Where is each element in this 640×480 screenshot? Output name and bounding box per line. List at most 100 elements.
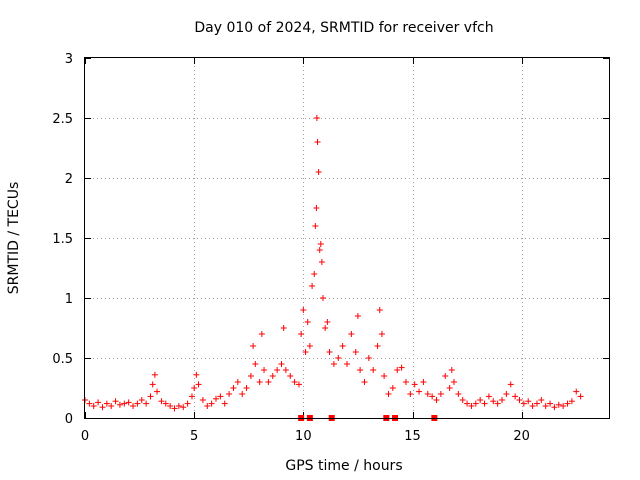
data-point [256,379,263,385]
data-point [221,400,228,407]
data-point [154,388,161,395]
data-point [324,319,331,325]
data-point [560,403,567,409]
data-point [199,397,206,403]
data-point [339,343,346,349]
data-point [381,373,388,379]
y-tick-label: 0.5 [52,352,73,367]
data-point [280,325,287,331]
data-point [374,343,381,349]
data-point [352,349,359,355]
data-point [99,404,106,411]
data-point [361,379,368,385]
data-point [446,385,453,391]
data-point [188,393,195,400]
data-point [312,223,319,229]
data-point [112,398,119,405]
x-tick-label: 10 [295,429,312,444]
x-tick-label: 15 [404,429,421,444]
data-point [300,307,307,313]
data-point [265,379,272,385]
data-point [314,139,321,145]
data-point [468,403,475,409]
data-point [520,400,527,407]
data-point [318,259,325,265]
data-point [234,379,241,385]
data-point [269,373,276,379]
data-point [499,397,506,403]
data-point [464,400,471,407]
data-point [180,404,187,411]
data-point [167,403,174,409]
data-point [481,400,488,407]
data-point [542,403,549,409]
data-point [448,367,455,373]
data-point [538,397,545,403]
data-point [247,373,254,379]
data-point [149,381,156,388]
data-point [313,205,320,211]
data-point [295,381,302,388]
data-point [316,247,323,253]
data-point [250,343,257,349]
data-point [226,391,233,397]
data-point [555,401,562,408]
tick-labels: 0 5 10 15 20 0 0.5 1 1.5 2 2.5 3 [52,52,530,444]
x-tick-label: 0 [81,429,89,444]
data-point [512,393,519,400]
data-point [573,388,580,395]
data-point [317,241,324,247]
data-point [162,400,169,407]
data-point [348,331,355,337]
data-point [204,403,211,409]
data-point [130,403,137,409]
data-point [433,397,440,403]
data-point [252,361,259,367]
data-point [424,391,431,397]
y-tick-label: 0 [65,412,73,427]
data-point [551,404,558,411]
data-point [191,385,198,391]
data-point [258,331,265,337]
data-point [158,398,165,405]
data-point [304,319,311,325]
data-point [313,115,320,121]
data-point [394,367,401,373]
data-point [577,393,584,400]
data-point [261,367,268,373]
data-point [195,381,202,388]
data-point [533,400,540,407]
data-point [378,331,385,337]
data-point [175,403,182,409]
y-axis-label: SRMTID / TECUs [6,182,22,295]
data-point [490,398,497,405]
plot-frame [84,57,610,419]
data-point [516,397,523,403]
data-point [306,343,313,349]
data-point [564,400,571,407]
data-point [315,169,322,175]
y-tick-label: 1 [65,292,73,307]
data-point [309,283,316,289]
y-tick-label: 2 [65,172,73,187]
data-point [184,400,191,407]
data-point [507,381,514,388]
data-point [143,400,150,407]
data-point [138,397,145,403]
data-point [472,400,479,407]
data-point [477,397,484,403]
data-point [416,388,423,395]
data-point [525,398,532,405]
data-point [429,393,436,400]
data-point [437,391,444,397]
data-point [213,395,219,402]
data-point [298,331,305,337]
data-point [568,398,575,405]
data-point [291,379,298,385]
data-point [485,393,492,400]
x-axis-label: GPS time / hours [285,458,402,474]
data-point [287,373,294,379]
data-point [311,271,318,277]
y-tick-label: 2.5 [52,112,73,127]
